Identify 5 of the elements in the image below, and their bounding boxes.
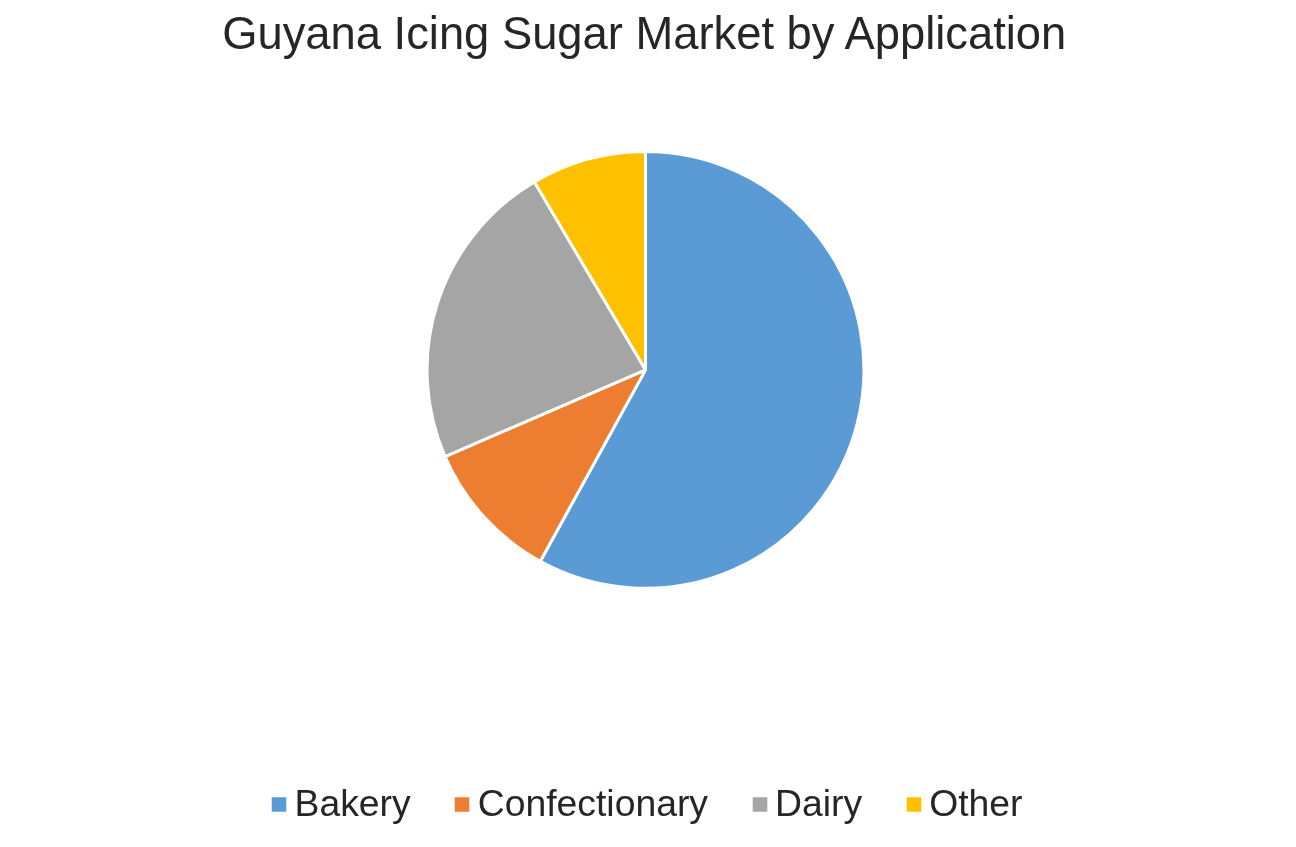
legend-label: Other xyxy=(929,782,1023,825)
chart-title: Guyana Icing Sugar Market by Application xyxy=(222,7,1067,59)
legend-label: Dairy xyxy=(775,782,863,825)
legend-label: Bakery xyxy=(294,782,411,825)
legend-label: Confectionary xyxy=(477,782,709,825)
